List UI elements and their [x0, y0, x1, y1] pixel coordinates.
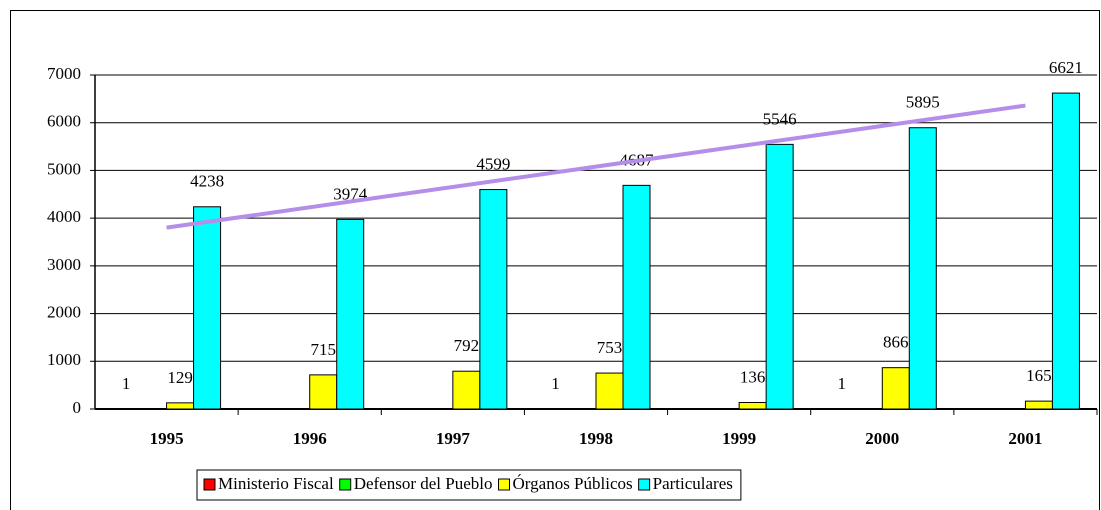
bar [881, 367, 910, 410]
data-label: 1 [838, 374, 847, 393]
data-label: 1 [122, 374, 131, 393]
x-tick-label: 1999 [722, 429, 756, 448]
data-label: 129 [167, 368, 193, 387]
legend-swatch [203, 478, 216, 491]
legend-swatch [339, 478, 352, 491]
legend-label: Órganos Públicos [513, 474, 633, 493]
y-tick-label: 3000 [47, 255, 81, 274]
trendline [166, 103, 1026, 230]
bar [1051, 92, 1080, 410]
data-label: 866 [883, 333, 909, 352]
x-tick-label: 2001 [1008, 429, 1042, 448]
bar [479, 189, 508, 410]
x-tick-label: 1997 [436, 429, 471, 448]
legend-label: Ministerio Fiscal [218, 474, 334, 493]
data-label: 165 [1026, 366, 1052, 385]
data-label: 5546 [763, 109, 797, 128]
x-tick-label: 1995 [150, 429, 184, 448]
data-label: 753 [597, 338, 623, 357]
bar [309, 374, 338, 410]
bar [765, 143, 794, 410]
bar [452, 370, 481, 410]
data-label: 6621 [1049, 58, 1083, 77]
x-tick-label: 1996 [293, 429, 327, 448]
data-label: 5895 [906, 93, 940, 112]
x-tick-label: 2000 [865, 429, 899, 448]
bar [1024, 400, 1053, 410]
legend-swatch [498, 478, 511, 491]
bar [908, 127, 937, 410]
bar [622, 184, 651, 410]
bar [738, 402, 767, 410]
data-label: 4599 [476, 154, 510, 173]
y-tick-label: 2000 [47, 302, 81, 321]
y-tick-label: 0 [73, 398, 82, 417]
bar [336, 218, 365, 410]
legend: Ministerio Fiscal Defensor del Pueblo Órga… [196, 469, 742, 501]
legend-label: Particulares [653, 474, 733, 493]
x-tick-label: 1998 [579, 429, 613, 448]
legend-box [196, 469, 742, 501]
y-tick-label: 4000 [47, 207, 81, 226]
y-tick-label: 1000 [47, 350, 81, 369]
y-tick-label: 5000 [47, 159, 81, 178]
legend-swatch [638, 478, 651, 491]
legend-label: Defensor del Pueblo [354, 474, 493, 493]
bar [595, 372, 624, 410]
data-label: 4238 [190, 172, 224, 191]
data-label: 792 [454, 336, 480, 355]
data-label: 715 [310, 340, 336, 359]
y-tick-label: 6000 [47, 112, 81, 131]
data-label: 136 [740, 367, 766, 386]
y-tick-label: 7000 [47, 64, 81, 83]
bar [166, 402, 195, 410]
data-label: 1 [551, 374, 560, 393]
bar [193, 206, 222, 410]
